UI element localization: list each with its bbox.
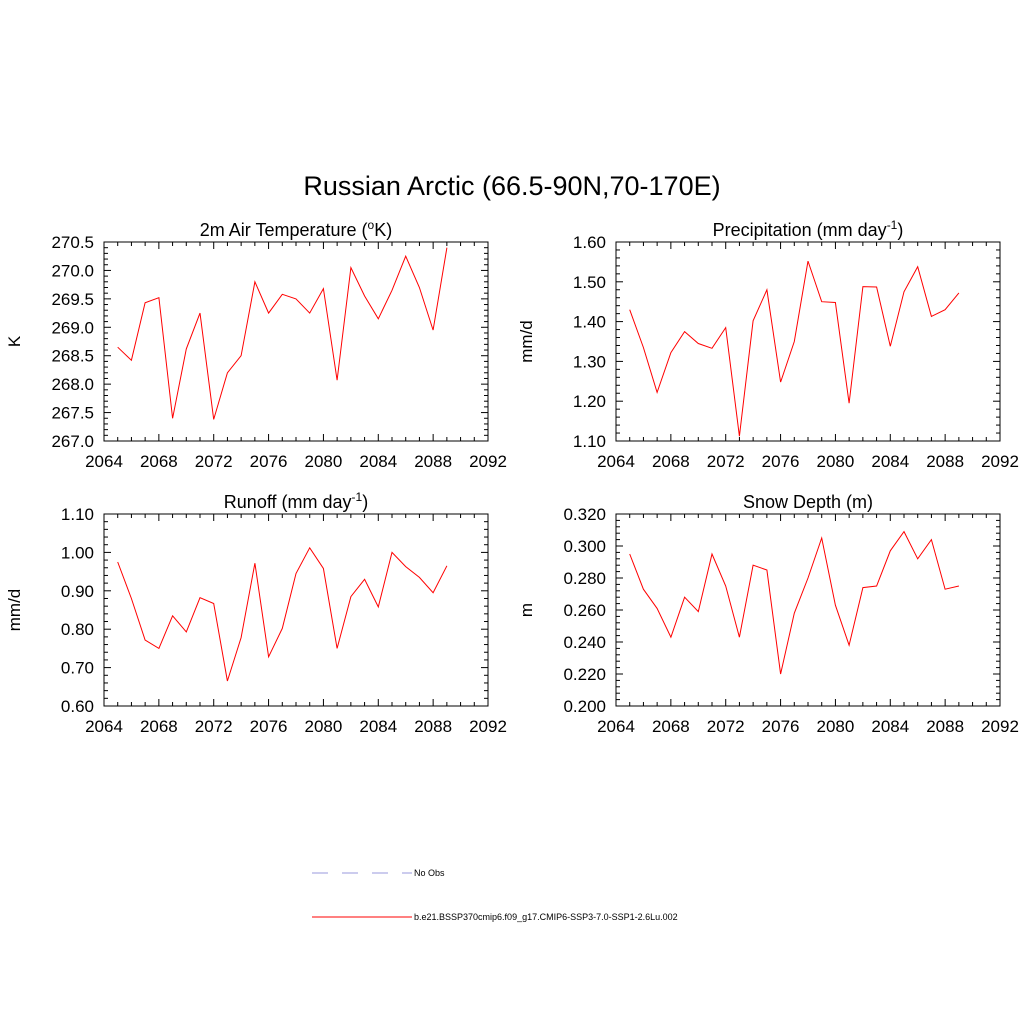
chart-panel-snow-depth: 2064 2068 2072 2076 2080 2084 2088 2092 0.200 0.2… (517, 492, 1019, 736)
plot-frame (615, 513, 1001, 707)
y-tick-label: 0.220 (563, 665, 606, 684)
y-tick-label: 269.5 (51, 290, 94, 309)
panel-title-suffix: ) (362, 492, 368, 512)
y-tick-label: 268.5 (51, 347, 94, 366)
x-tick-label: 2080 (305, 452, 343, 471)
x-tick-label: 2076 (762, 717, 800, 736)
x-tick-label: 2084 (871, 452, 909, 471)
panel-title: Precipitation (mm day-1) (713, 218, 904, 240)
panel-title-text: 2m Air Temperature ( (200, 220, 368, 240)
y-tick-label: 0.260 (563, 601, 606, 620)
panel-title-superscript: -1 (887, 218, 898, 232)
y-tick-label: 0.200 (563, 697, 606, 716)
y-tick-label: 1.20 (573, 392, 606, 411)
y-axis-label: K (5, 335, 24, 347)
x-tick-label: 2072 (707, 452, 745, 471)
panel-title: Snow Depth (m) (743, 492, 873, 512)
x-tick-label: 2068 (652, 452, 690, 471)
y-axis-label: m (517, 603, 536, 617)
x-tick-label: 2072 (195, 717, 233, 736)
x-tick-label: 2088 (926, 452, 964, 471)
y-tick-label: 267.0 (51, 432, 94, 451)
panel-title-superscript: -1 (352, 490, 363, 504)
legend: No Obs b.e21.BSSP370cmip6.f09_g17.CMIP6-S… (312, 868, 678, 922)
y-tick-label: 270.0 (51, 261, 94, 280)
x-tick-label: 2076 (250, 452, 288, 471)
x-tick-label: 2092 (469, 717, 507, 736)
y-tick-label: 1.10 (573, 432, 606, 451)
y-tick-label: 1.00 (61, 543, 94, 562)
panel-title-text: Precipitation (mm day (713, 220, 887, 240)
x-tick-label: 2076 (250, 717, 288, 736)
x-tick-label: 2072 (707, 717, 745, 736)
y-tick-label: 0.70 (61, 659, 94, 678)
x-tick-label: 2088 (414, 452, 452, 471)
y-tick-label: 0.320 (563, 505, 606, 524)
series-line-runoff (117, 546, 448, 682)
y-tick-label: 1.30 (573, 352, 606, 371)
legend-label: No Obs (414, 868, 445, 878)
x-tick-label: 2084 (871, 717, 909, 736)
x-tick-label: 2080 (817, 717, 855, 736)
x-tick-label: 2076 (762, 452, 800, 471)
x-tick-label: 2064 (85, 452, 123, 471)
y-tick-label: 0.90 (61, 582, 94, 601)
series-line-precipitation (629, 260, 960, 437)
chart-panel-runoff: 2064 2068 2072 2076 2080 2084 2088 2092 0.60 0.70… (5, 490, 507, 736)
y-tick-label: 1.40 (573, 313, 606, 332)
x-tick-label: 2068 (140, 717, 178, 736)
x-tick-label: 2072 (195, 452, 233, 471)
y-tick-label: 0.280 (563, 569, 606, 588)
y-axis-label: mm/d (5, 589, 24, 632)
y-tick-label: 1.50 (573, 273, 606, 292)
legend-label: b.e21.BSSP370cmip6.f09_g17.CMIP6-SSP3-7.… (414, 912, 678, 922)
y-tick-label: 1.10 (61, 505, 94, 524)
y-tick-label: 270.5 (51, 233, 94, 252)
x-tick-label: 2092 (469, 452, 507, 471)
series-line-snow-depth (629, 530, 960, 675)
chart-panel-precipitation: 2064 2068 2072 2076 2080 2084 2088 2092 1.10 1.20… (517, 218, 1019, 471)
x-tick-label: 2064 (85, 717, 123, 736)
series-line-temperature (117, 247, 448, 420)
x-tick-label: 2092 (981, 452, 1019, 471)
x-tick-label: 2088 (414, 717, 452, 736)
x-tick-label: 2068 (652, 717, 690, 736)
y-tick-label: 0.80 (61, 620, 94, 639)
chart-panel-temperature: 2064 2068 2072 2076 2080 2084 2088 2092 267.0 267… (5, 218, 507, 471)
y-tick-label: 268.0 (51, 375, 94, 394)
x-tick-label: 2084 (359, 717, 397, 736)
y-tick-label: 267.5 (51, 404, 94, 423)
y-tick-label: 0.240 (563, 633, 606, 652)
x-tick-label: 2080 (817, 452, 855, 471)
x-tick-label: 2064 (597, 717, 635, 736)
x-tick-label: 2088 (926, 717, 964, 736)
y-axis-label: mm/d (517, 320, 536, 363)
x-tick-label: 2084 (359, 452, 397, 471)
y-tick-label: 269.0 (51, 318, 94, 337)
plot-frame (103, 513, 489, 707)
plot-frame (615, 241, 1001, 442)
x-tick-label: 2068 (140, 452, 178, 471)
y-tick-label: 0.300 (563, 537, 606, 556)
x-tick-label: 2092 (981, 717, 1019, 736)
panel-title: 2m Air Temperature (oK) (200, 218, 392, 240)
panel-title-superscript: o (368, 218, 375, 232)
y-tick-label: 0.60 (61, 697, 94, 716)
y-tick-label: 1.60 (573, 233, 606, 252)
figure-title: Russian Arctic (66.5-90N,70-170E) (303, 171, 720, 201)
panel-title: Runoff (mm day-1) (224, 490, 368, 512)
panels-group: 2064 2068 2072 2076 2080 2084 2088 2092 267.0 267… (5, 218, 1019, 736)
panel-title-text: Runoff (mm day (224, 492, 352, 512)
panel-title-suffix: K) (374, 220, 392, 240)
plot-frame (103, 241, 489, 442)
panel-title-suffix: ) (897, 220, 903, 240)
x-tick-label: 2080 (305, 717, 343, 736)
x-tick-label: 2064 (597, 452, 635, 471)
panel-title-text: Snow Depth (m) (743, 492, 873, 512)
